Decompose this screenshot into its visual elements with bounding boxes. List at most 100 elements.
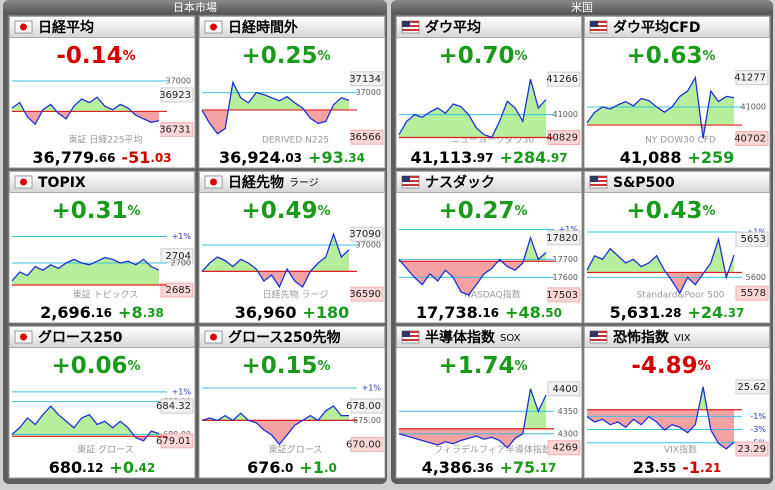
change-percent: +0.70% bbox=[438, 43, 527, 69]
index-name: 日経平均 bbox=[38, 19, 94, 36]
level-label: -1% bbox=[750, 412, 766, 421]
index-name-main: S&P500 bbox=[613, 175, 675, 191]
index-name-main: 日経先物 bbox=[228, 174, 284, 191]
section-title: 日本市場 bbox=[173, 0, 217, 14]
index-panel: ナスダック +0.27% NASDAQ指数 +1%17820 17700 17600 175… bbox=[395, 170, 583, 324]
change-percent-value: +0.15 bbox=[241, 353, 317, 379]
index-name-main: ダウ平均 bbox=[425, 19, 481, 36]
high-box bbox=[735, 379, 769, 395]
change-percent-unit: % bbox=[515, 49, 528, 64]
chart-watermark: 東証 日経225平均 bbox=[68, 134, 142, 146]
area-below bbox=[12, 111, 159, 125]
flag-usa bbox=[589, 330, 608, 344]
high-box bbox=[350, 226, 384, 242]
level-box-label: 36566 bbox=[349, 132, 381, 143]
section-header bbox=[391, 0, 773, 14]
flag-japan bbox=[204, 330, 223, 344]
area-below bbox=[587, 409, 734, 449]
panel-title-bar bbox=[9, 16, 195, 38]
price-dec: .66 bbox=[94, 151, 115, 165]
area-below bbox=[202, 420, 349, 445]
panel-title-bar bbox=[9, 171, 195, 193]
change-percent-value: -4.89 bbox=[631, 353, 697, 379]
chart-watermark: 東証グロース bbox=[269, 444, 323, 456]
price-dec: .12 bbox=[82, 461, 103, 475]
level-label: 675.00 bbox=[353, 416, 381, 425]
level-label: 4350 bbox=[558, 407, 578, 416]
level-box-label: 40702 bbox=[734, 133, 766, 144]
price-int: 23 bbox=[633, 458, 655, 477]
level-box-label: 670.00 bbox=[346, 439, 381, 450]
change-percent-value: +0.70 bbox=[438, 43, 514, 69]
change-int: +180 bbox=[302, 303, 349, 322]
price-line bbox=[398, 235, 547, 296]
level-box-label: 17820 bbox=[546, 233, 578, 244]
index-name: グロース250 bbox=[38, 329, 123, 346]
change-dec: .34 bbox=[344, 151, 365, 165]
index-name-main: グロース250 bbox=[38, 329, 123, 346]
area-below bbox=[399, 261, 546, 295]
price-row: 36,779.66 -51.03 bbox=[32, 148, 171, 167]
panel-title-bar bbox=[396, 326, 582, 348]
index-panel: TOPIX+0.31%東証 トピックス+1%2704270026852,696.… bbox=[8, 170, 196, 324]
high-box bbox=[160, 248, 194, 264]
level-label: 2700 bbox=[171, 259, 191, 268]
price-dec: .97 bbox=[472, 151, 493, 165]
area-below bbox=[202, 109, 349, 134]
panel-title-bar bbox=[199, 326, 385, 348]
index-name-main: 恐怖指数 bbox=[613, 329, 670, 346]
chart-watermark: Standard&Poor 500 bbox=[637, 291, 725, 301]
change-int: -1 bbox=[682, 458, 700, 477]
level-label: +1% bbox=[362, 384, 382, 393]
level-label: 4300 bbox=[558, 429, 578, 438]
area-above bbox=[12, 406, 159, 437]
change-dec: .0 bbox=[324, 461, 337, 475]
index-name: TOPIX bbox=[38, 175, 86, 191]
price-dec: .03 bbox=[281, 151, 302, 165]
flag-usa bbox=[401, 330, 420, 344]
index-name-main: 日経平均 bbox=[38, 19, 94, 36]
price-row: 17,738.16 +48.50 bbox=[416, 303, 562, 322]
low-box bbox=[160, 121, 194, 137]
change-percent-value: +0.06 bbox=[51, 353, 127, 379]
flag-japan bbox=[14, 330, 33, 344]
change-percent: +1.74% bbox=[438, 353, 527, 379]
area-above bbox=[202, 234, 349, 272]
level-label: 17600 bbox=[553, 273, 578, 282]
low-box bbox=[735, 285, 769, 301]
panel-title-bar bbox=[199, 171, 385, 193]
change-int: +259 bbox=[687, 148, 734, 167]
flag-japan bbox=[14, 20, 33, 34]
price-line bbox=[201, 405, 349, 446]
area-below bbox=[202, 271, 349, 287]
price-int: 2,696 bbox=[40, 303, 91, 322]
price-row: 2,696.16 +8.38 bbox=[40, 303, 164, 322]
level-box-label: 25.62 bbox=[737, 382, 766, 393]
index-name-main: 日経時間外 bbox=[228, 19, 298, 36]
change-percent-value: +0.43 bbox=[626, 198, 702, 224]
level-label: 17700 bbox=[553, 255, 578, 264]
index-name-main: TOPIX bbox=[38, 175, 86, 191]
change-percent: -4.89% bbox=[631, 353, 710, 379]
area-above bbox=[12, 97, 159, 112]
change-percent-unit: % bbox=[703, 204, 716, 219]
index-name-main: ナスダック bbox=[425, 174, 495, 191]
price-dec: .0 bbox=[281, 461, 294, 475]
level-label: -3% bbox=[750, 425, 766, 434]
low-box bbox=[547, 287, 581, 303]
change-percent-value: +0.63 bbox=[626, 43, 702, 69]
change-percent: +0.43% bbox=[626, 198, 715, 224]
change-percent-unit: % bbox=[123, 49, 136, 64]
low-box bbox=[735, 441, 769, 457]
index-name-sub: VIX bbox=[674, 333, 691, 344]
change-percent-unit: % bbox=[128, 359, 141, 374]
chart-watermark: VIX指数 bbox=[664, 444, 697, 456]
change-dec: .21 bbox=[700, 461, 721, 475]
change-percent-value: +0.27 bbox=[438, 198, 514, 224]
level-box-label: 4400 bbox=[553, 384, 578, 395]
area-above bbox=[12, 257, 159, 285]
index-name-main: ダウ平均CFD bbox=[613, 19, 700, 36]
index-panel: ダウ平均+0.70%ニューヨークダウ3041266410004082941,11… bbox=[395, 15, 583, 169]
low-box bbox=[547, 440, 581, 456]
